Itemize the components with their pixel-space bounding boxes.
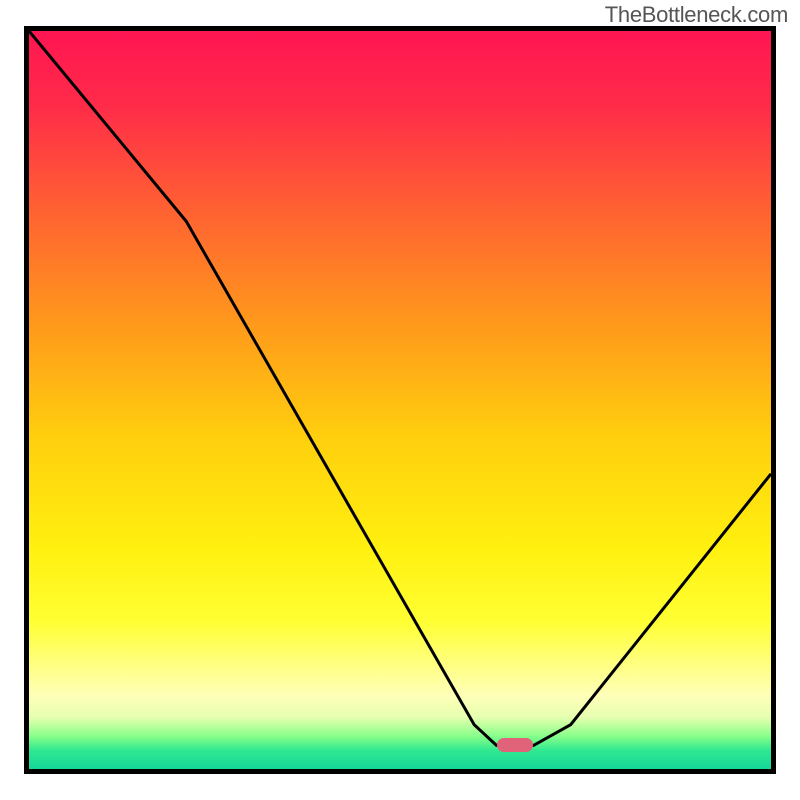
bottleneck-curve — [29, 31, 771, 769]
chart-container: TheBottleneck.com — [0, 0, 800, 800]
optimal-point-marker — [497, 738, 533, 752]
watermark-text: TheBottleneck.com — [605, 2, 788, 28]
plot-frame — [24, 26, 776, 774]
